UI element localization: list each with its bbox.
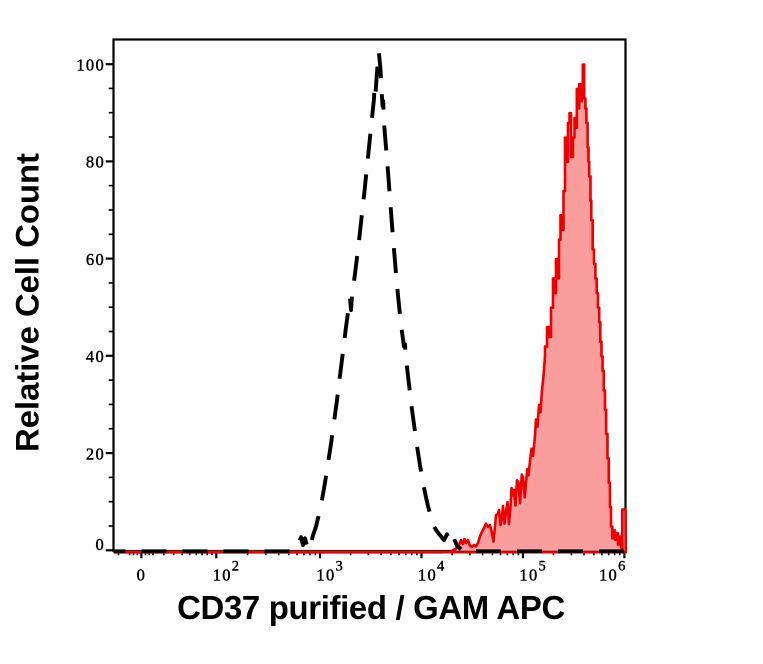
svg-text:100: 100 [76, 56, 105, 75]
svg-text:0: 0 [95, 535, 105, 554]
svg-text:60: 60 [86, 250, 105, 269]
svg-text:80: 80 [86, 153, 105, 172]
svg-text:Relative Cell Count: Relative Cell Count [9, 153, 46, 452]
svg-text:CD37 purified / GAM APC: CD37 purified / GAM APC [177, 589, 565, 626]
svg-text:0: 0 [137, 566, 147, 585]
svg-text:20: 20 [86, 444, 105, 463]
svg-text:40: 40 [86, 347, 105, 366]
